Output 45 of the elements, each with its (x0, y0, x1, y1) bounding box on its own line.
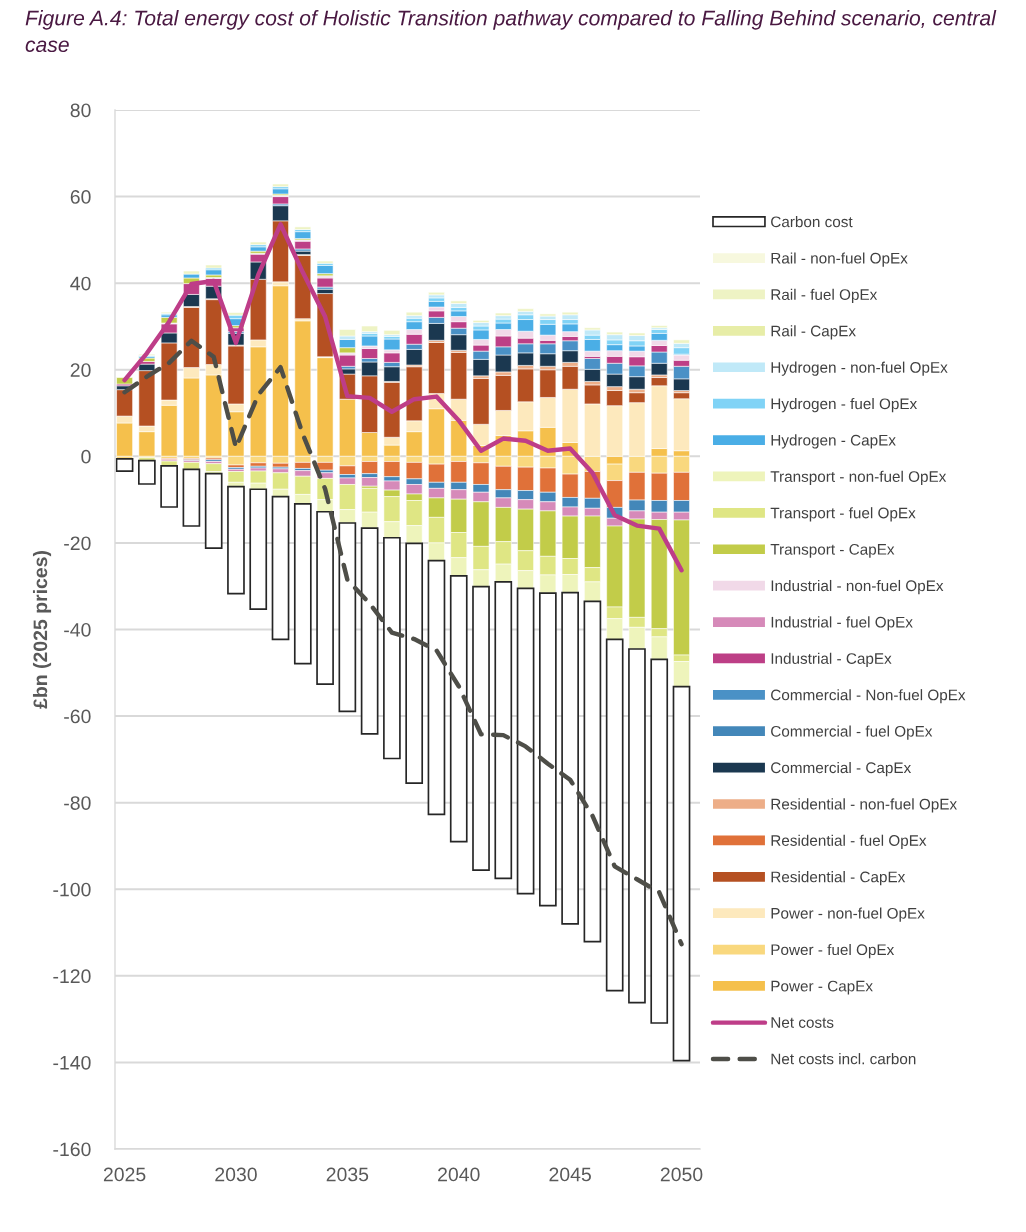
legend-label: Commercial - Non-fuel OpEx (771, 689, 966, 704)
y-tick-label: 20 (70, 363, 91, 377)
legend-label: Rail - non-fuel OpEx (771, 252, 908, 267)
legend-label: Hydrogen - non-fuel OpEx (771, 361, 948, 376)
legend-label: Commercial - fuel OpEx (771, 725, 933, 740)
legend-label: Net costs (771, 1017, 834, 1028)
legend-label: Transport - CapEx (770, 543, 895, 558)
legend-label: Residential - non-fuel OpEx (771, 798, 957, 813)
legend-label: Net costs incl. carbon (771, 1053, 916, 1065)
legend-label: Carbon cost (771, 216, 853, 228)
legend-label: Power - non-fuel OpEx (771, 907, 925, 922)
legend-label: Commercial - CapEx (771, 761, 912, 777)
y-axis-title: £bn (2025 prices) (32, 551, 52, 709)
x-tick-label: 2040 (438, 1167, 480, 1182)
legend-label: Power - CapEx (771, 980, 873, 995)
y-tick-label: -100 (53, 882, 91, 897)
legend-label: Rail - CapEx (771, 325, 856, 340)
y-tick-label: -160 (53, 1142, 91, 1157)
legend-label: Residential - CapEx (771, 871, 906, 886)
chart-title: Figure A.4: Total energy cost of Holistic Transition pathway compared to Falling Behind scenario, central case (25, 10, 997, 53)
legend-label: Power - fuel OpEx (771, 943, 895, 959)
legend-label: Hydrogen - CapEx (771, 434, 896, 449)
legend-label: Transport - fuel OpEx (770, 507, 916, 522)
y-tick-label: -140 (53, 1055, 91, 1070)
y-tick-label: -20 (64, 536, 91, 551)
y-tick-label: 0 (81, 449, 91, 464)
y-tick-label: -80 (64, 796, 91, 810)
x-tick-label: 2030 (215, 1167, 257, 1182)
y-tick-label: 60 (70, 190, 91, 204)
y-tick-label: 80 (70, 103, 91, 118)
x-tick-label: 2050 (660, 1167, 703, 1182)
legend-label: Residential - fuel OpEx (771, 834, 927, 849)
x-tick-label: 2035 (326, 1167, 369, 1182)
legend-label: Hydrogen - fuel OpEx (771, 397, 918, 413)
legend-label: Rail - fuel OpEx (771, 288, 878, 304)
y-tick-label: -60 (64, 709, 91, 724)
legend-label: Industrial - CapEx (771, 652, 892, 667)
y-tick-label: -120 (53, 969, 91, 984)
legend-label: Transport - non-fuel OpEx (770, 470, 947, 485)
x-tick-label: 2045 (549, 1167, 591, 1182)
y-tick-label: -40 (64, 622, 91, 637)
y-tick-label: 40 (70, 276, 91, 291)
legend-label: Industrial - non-fuel OpEx (771, 579, 944, 595)
legend-label: Industrial - fuel OpEx (771, 616, 913, 631)
x-tick-label: 2025 (103, 1167, 146, 1182)
